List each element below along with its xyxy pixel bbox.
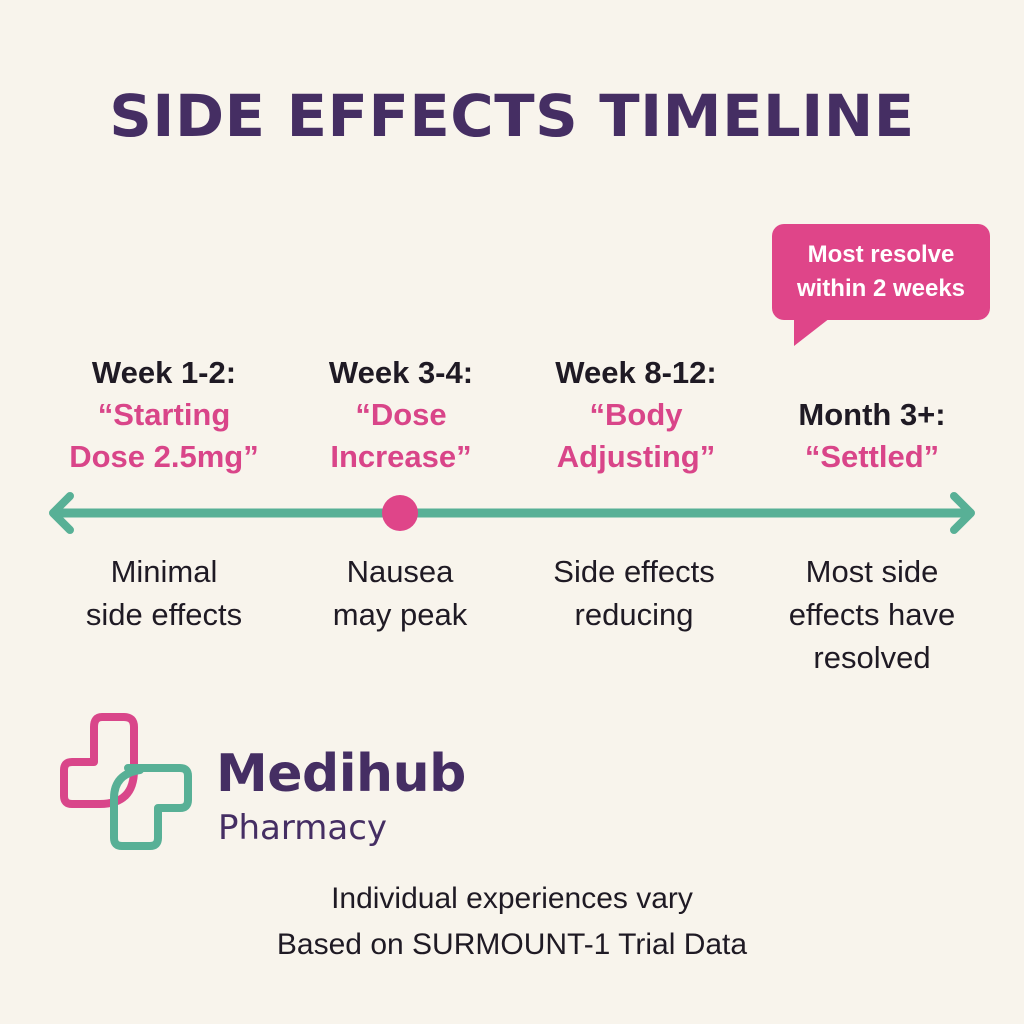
- stage-nickname: “Dose: [355, 397, 447, 432]
- right-arrowhead-icon: [950, 492, 975, 534]
- stage-nickname: Increase”: [330, 439, 472, 474]
- left-arrowhead-icon: [49, 492, 74, 534]
- stage-nickname: Adjusting”: [556, 439, 716, 474]
- interlocked-medical-cross-icon: [60, 713, 192, 850]
- stage-description: Side effects reducing: [553, 554, 715, 632]
- stage-header: Week 8-12:: [555, 355, 717, 390]
- footer-disclaimer: Individual experiences vary: [331, 882, 693, 915]
- timeline-marker-dot: [382, 495, 418, 531]
- stage-header: Month 3+:: [798, 397, 946, 432]
- stage-header: Week 3-4:: [328, 355, 474, 390]
- brand-name: Medihub: [216, 744, 466, 804]
- callout-bubble: Most resolve within 2 weeks: [772, 224, 990, 320]
- stage-description: Most side effects have resolved: [788, 554, 956, 675]
- stage-week-1-2: Week 1-2: “Starting Dose 2.5mg”: [44, 352, 284, 478]
- stage-nickname: “Starting: [97, 397, 231, 432]
- callout-line-2: within 2 weeks: [796, 275, 966, 302]
- stage-nickname: “Body: [589, 397, 683, 432]
- brand-subtitle: Pharmacy: [218, 808, 388, 848]
- page-title: SIDE EFFECTS TIMELINE: [109, 82, 915, 150]
- stage-week-3-4: Week 3-4: “Dose Increase”: [281, 352, 521, 478]
- stage-header: Week 1-2:: [91, 355, 237, 390]
- stage-month-3-plus: Month 3+: “Settled”: [752, 394, 992, 478]
- stage-nickname: Dose 2.5mg”: [69, 439, 259, 474]
- callout-tail: [794, 318, 830, 346]
- stage-description: Minimal side effects: [85, 554, 243, 632]
- stage-week-8-12: Week 8-12: “Body Adjusting”: [516, 352, 756, 478]
- stage-nickname: “Settled”: [804, 439, 940, 474]
- stage-description: Nausea may peak: [332, 554, 468, 632]
- callout-line-1: Most resolve: [807, 241, 955, 268]
- timeline-arrow: [49, 492, 975, 534]
- footer-source: Based on SURMOUNT-1 Trial Data: [276, 928, 748, 961]
